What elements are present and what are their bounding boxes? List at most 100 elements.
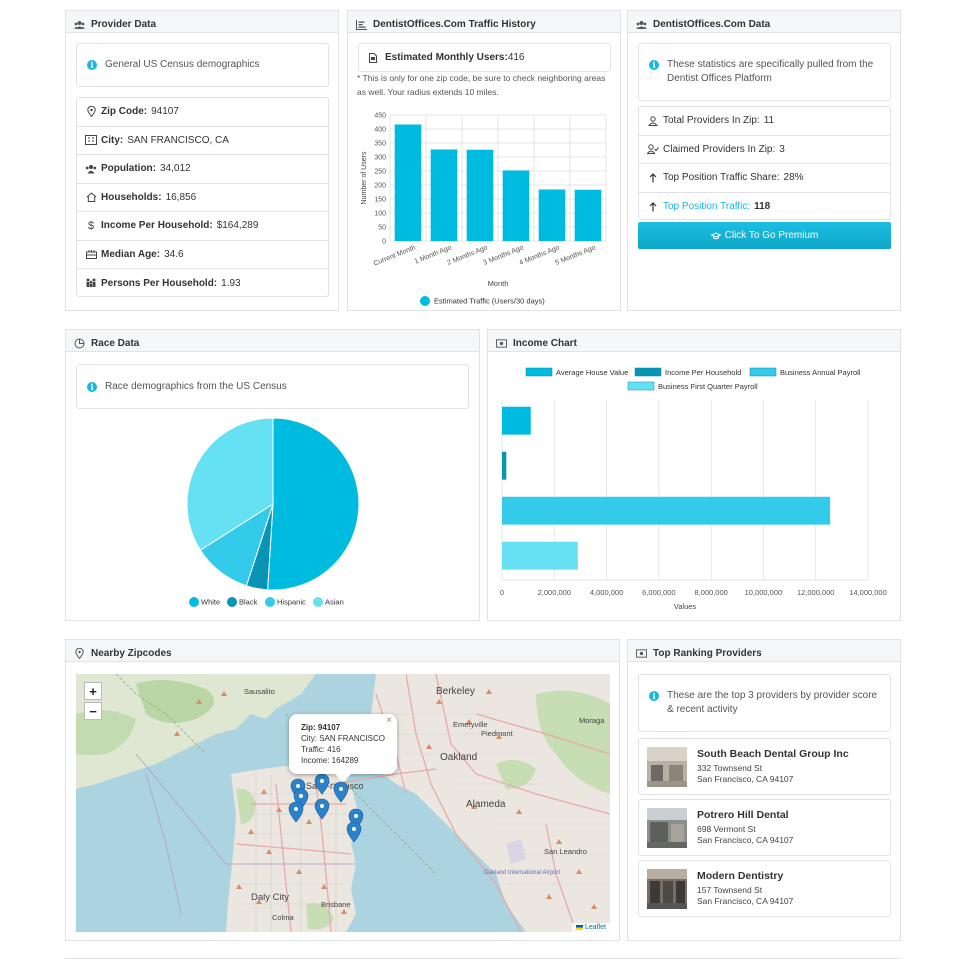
row-label: Households: [101, 191, 162, 203]
map-label: Daly City [251, 892, 289, 903]
card-title: Income Chart [513, 338, 577, 349]
income-chart-header: Income Chart [488, 330, 900, 352]
row-value: 34,012 [160, 163, 191, 175]
bar [430, 149, 458, 241]
user-check-icon [647, 143, 659, 155]
popup-close-button[interactable]: × [386, 715, 392, 726]
row-value: 94107 [151, 106, 179, 118]
provider-data-card: Provider Data i General US Census demogr… [65, 10, 339, 311]
legend-label: Black [239, 598, 258, 607]
row-value: 28% [783, 172, 804, 184]
x-tick-label: 8,000,000 [694, 588, 727, 597]
y-tick-label: 100 [374, 211, 386, 218]
popup-city: City: SAN FRANCISCO [301, 734, 386, 743]
y-tick-label: 400 [374, 127, 386, 134]
bar [574, 189, 602, 241]
y-axis-label: Number of Users [361, 151, 368, 204]
users-icon [74, 19, 85, 30]
bar [538, 189, 566, 241]
zoom-in-button[interactable]: + [84, 682, 102, 700]
list-item: Zip Code: 94107 [77, 98, 328, 127]
list-item: Top Position Traffic: 118 [639, 193, 890, 222]
legend-swatch [627, 381, 655, 391]
x-tick-label: 10,000,000 [745, 588, 783, 597]
card-title: Top Ranking Providers [653, 648, 762, 659]
list-item: Persons Per Household: 1.93 [77, 269, 328, 298]
map-label: Oakland [440, 752, 477, 763]
card-title: Provider Data [91, 19, 157, 30]
y-tick-label: 50 [378, 225, 386, 232]
users-label: Estimated Monthly Users: [385, 51, 508, 63]
legend-swatch [525, 367, 553, 377]
income-chart-card: Income Chart Average House Value Income P… [487, 329, 901, 621]
row-value: 11 [763, 115, 775, 127]
info-box: i Race demographics from the US Census [76, 364, 469, 409]
x-tick-label: 12,000,000 [797, 588, 835, 597]
attribution-link[interactable]: Leaflet [584, 924, 606, 931]
row-value: 3 [779, 143, 785, 155]
row-label: Persons Per Household: [101, 277, 218, 289]
legend-label: Average House Value [556, 368, 628, 377]
card-title: Race Data [91, 338, 140, 349]
list-item: Population: 34,012 [77, 155, 328, 184]
user-icon [647, 115, 659, 127]
provider-name[interactable]: South Beach Dental Group Inc [697, 748, 849, 760]
map-attribution[interactable]: Leaflet [572, 923, 610, 932]
list-item: Median Age: 34.6 [77, 241, 328, 269]
arrow-up-icon [647, 172, 659, 184]
x-tick-label: 4,000,000 [590, 588, 623, 597]
info-text: Race demographics from the US Census [105, 380, 287, 392]
bar [394, 124, 422, 241]
map-label: Oakland International Airport [484, 870, 560, 876]
y-tick-label: 200 [374, 183, 386, 190]
provider-city: San Francisco, CA 94107 [697, 774, 794, 784]
provider-name[interactable]: Potrero Hill Dental [697, 809, 789, 821]
card-title: Nearby Zipcodes [91, 648, 172, 659]
row-value: 34.6 [164, 248, 184, 260]
users-value: 416 [507, 51, 525, 63]
map-label: Berkeley [436, 686, 475, 697]
provider-card[interactable]: South Beach Dental Group Inc 332 Townsen… [638, 738, 891, 795]
legend-swatch [189, 597, 199, 607]
calendar-icon [85, 248, 97, 260]
info-icon: i [649, 60, 659, 70]
row-label: City: [101, 134, 124, 146]
map-popup: × Zip: 94107 City: SAN FRANCISCO Traffic… [289, 714, 397, 782]
map-label: Piedmont [481, 729, 514, 738]
list-item: Top Position Traffic Share: 28% [639, 164, 890, 193]
pie-slice [186, 417, 274, 551]
row-value: SAN FRANCISCO, CA [127, 134, 229, 146]
x-axis-label: Values [674, 602, 697, 611]
map-label: Brisbane [321, 900, 351, 909]
provider-card[interactable]: Modern Dentistry 157 Townsend St San Fra… [638, 860, 891, 917]
provider-name[interactable]: Modern Dentistry [697, 870, 784, 882]
info-icon: i [649, 691, 659, 701]
go-premium-button[interactable]: Click To Go Premium [638, 222, 891, 249]
map-label: Sausalito [244, 687, 275, 696]
map[interactable]: Berkeley Sausalito Emeryville Piedmont M… [76, 674, 610, 932]
list-item: $ Income Per Household: $164,289 [77, 212, 328, 241]
popup-tip [335, 774, 351, 782]
top-providers-card: Top Ranking Providers i These are the to… [627, 639, 901, 941]
map-label: Alameda [466, 799, 506, 810]
info-text: These statistics are specifically pulled… [667, 59, 874, 84]
y-tick-label: 350 [374, 141, 386, 148]
city-icon [85, 134, 97, 146]
provider-city: San Francisco, CA 94107 [697, 896, 794, 906]
x-tick-label: Current Month [373, 244, 417, 267]
map-tiles: Berkeley Sausalito Emeryville Piedmont M… [76, 674, 610, 932]
go-premium-label: Click To Go Premium [724, 230, 819, 241]
bar [466, 149, 494, 241]
zoom-out-button[interactable]: − [84, 702, 102, 720]
users-icon [85, 163, 97, 175]
list-item: Total Providers In Zip: 11 [639, 107, 890, 136]
popup-traffic: Traffic: 416 [301, 745, 341, 754]
row-value: 16,856 [165, 191, 197, 203]
bar [502, 170, 530, 241]
nearby-zipcodes-card: Nearby Zipcodes [65, 639, 620, 941]
info-text: General US Census demographics [105, 59, 260, 70]
provider-card[interactable]: Potrero Hill Dental 698 Vermont St San F… [638, 799, 891, 856]
map-label: Moraga [579, 716, 605, 725]
row-label: Zip Code: [101, 106, 148, 118]
traffic-history-card: DentistOffices.Com Traffic History Estim… [347, 10, 621, 311]
